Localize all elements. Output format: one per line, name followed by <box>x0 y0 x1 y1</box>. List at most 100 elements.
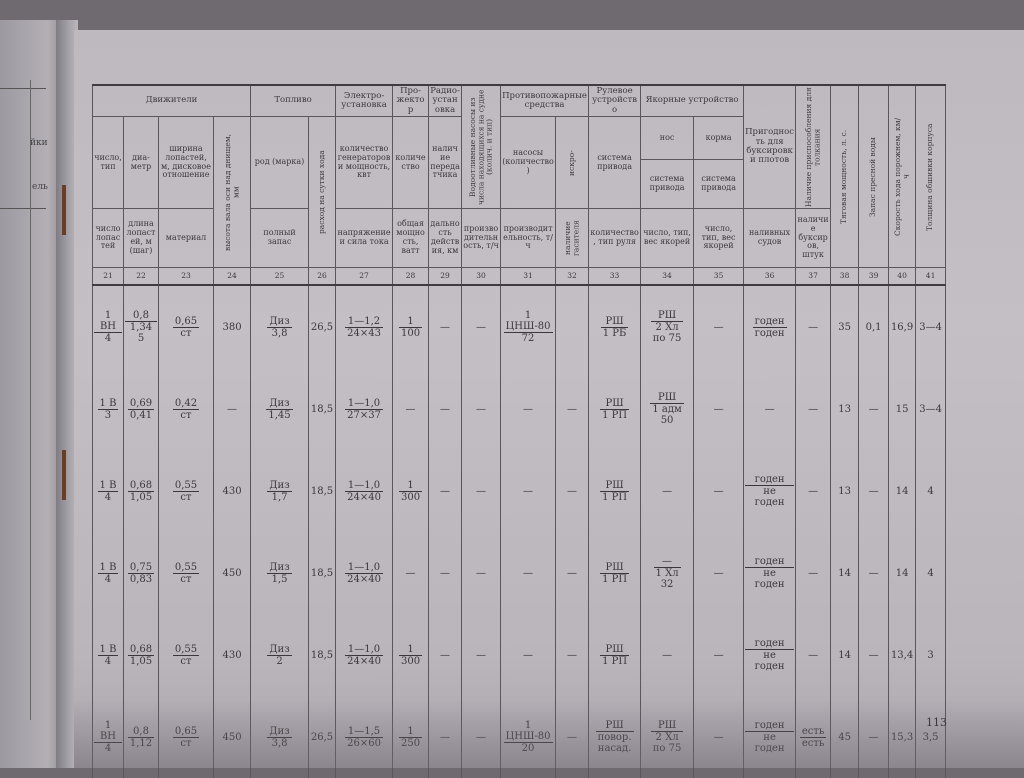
fraction-value: 0,55 ст <box>172 480 200 503</box>
table-cell: 18,5 <box>308 368 337 450</box>
fraction-value: 0,68 1,05 <box>127 480 155 503</box>
fraction-numerator: 0,42 <box>172 398 200 410</box>
header-c34-lower: число, тип, вес якорей <box>640 208 695 268</box>
fraction-line: годен <box>754 315 785 327</box>
fraction-line: 0,68 <box>129 643 153 655</box>
table-cell: 0,75 0,83 <box>123 532 159 614</box>
fraction-line: РШ <box>605 561 624 573</box>
header-c30-lower: производительность, т/ч <box>461 208 502 268</box>
header-bilge-pumps: Водоотливные насосы из числа находящихся… <box>467 89 494 205</box>
fraction-denominator: 3,8 <box>267 328 291 339</box>
table-cell: 18,5 <box>308 614 337 696</box>
fraction-numerator: 0,68 <box>127 643 155 656</box>
table-cell: — <box>500 368 557 450</box>
table-cell: 26,5 <box>308 285 337 368</box>
fraction-numerator: РШ <box>600 397 630 410</box>
column-number: 37 <box>795 267 832 286</box>
column-number: 28 <box>392 267 430 286</box>
fraction-line: 2 <box>276 655 283 667</box>
fraction-line: 24×40 <box>347 655 381 667</box>
fraction-line: 1 В <box>99 643 117 655</box>
table-cell: — <box>428 450 463 532</box>
header-pushing: Наличие приспособления для толкания <box>803 87 822 207</box>
fraction-value: РШ 1 РП <box>600 644 630 667</box>
fraction-line: 1—1,0 <box>347 479 381 491</box>
table-cell: — <box>212 368 252 450</box>
header-c36-lower: наливных судов <box>743 208 797 268</box>
header-c26: расход на сутки хода <box>316 150 326 234</box>
fraction-line: 2 Хл <box>655 322 679 333</box>
fraction-denominator: 2 <box>267 656 291 667</box>
fraction-numerator: 1—1,0 <box>345 562 383 574</box>
fraction-numerator: 0,55 <box>172 562 200 574</box>
fraction-numerator: Диз <box>266 397 293 410</box>
fraction-value: Диз 1,7 <box>267 480 292 503</box>
fraction-line: 0,8 <box>133 310 149 321</box>
fraction-value: 1 300 <box>399 480 423 503</box>
fraction-denominator: 1 Хл 32 <box>654 568 681 590</box>
fraction-denominator: не годен <box>745 486 794 508</box>
fraction-denominator: 0,41 <box>128 410 154 421</box>
table-cell: 0,68 1,05 <box>123 614 159 696</box>
fraction-numerator: РШ <box>600 315 629 328</box>
header-hull-thickness: Толщина обшивки корпуса <box>925 122 935 231</box>
table-cell: 0,55 ст <box>158 532 214 614</box>
column-number: 33 <box>588 267 642 286</box>
fraction-line: 50 <box>660 415 674 426</box>
page-number: 113 <box>926 716 947 729</box>
fraction-value: 1—1,0 24×40 <box>345 562 383 585</box>
table-cell: 4 <box>915 450 947 532</box>
header-c27-lower: напряжение и сила тока <box>335 208 394 268</box>
fraction-numerator: 0,75 <box>127 562 155 574</box>
fraction-numerator: Диз <box>267 316 292 328</box>
table-cell: — <box>858 368 890 450</box>
fraction-denominator: годен <box>753 328 787 339</box>
fraction-denominator: 1 адм 50 <box>650 404 683 426</box>
fraction-denominator: 1,7 <box>267 492 291 503</box>
header-stern: корма <box>693 116 745 161</box>
fraction-line: 1—1,0 <box>347 561 381 573</box>
fraction-denominator: 1,05 <box>128 656 154 667</box>
header-c21-lower: число лопастей <box>92 208 124 268</box>
table-cell: — <box>461 614 502 696</box>
header-c35-lower: число, тип, вес якорей <box>693 208 745 268</box>
table-cell: — <box>795 368 832 450</box>
fraction-line: РШ <box>605 397 624 409</box>
table-cell: — <box>461 285 502 368</box>
table-cell: 380 <box>212 285 252 368</box>
fraction-line: не годен <box>754 568 785 590</box>
table-cell: — <box>640 450 695 532</box>
fraction-numerator: 0,69 <box>127 398 155 410</box>
table-cell: — <box>858 532 890 614</box>
fraction-line: 1,5 <box>271 573 288 585</box>
header-anchor: Якорные устройство <box>640 84 745 118</box>
column-number-row: 21 22 23 24 25 26 27 28 29 30 31 32 33 34 35 36 37 38 39 40… <box>92 267 947 286</box>
fraction-line: РШ <box>605 315 624 327</box>
header-c31-lower: производительность, т/ч <box>500 208 557 268</box>
header-c23-upper: ширина лопастей, м, дисковое отношение <box>158 116 214 209</box>
fraction-line: 1 В <box>99 397 117 409</box>
binding-stitch <box>62 185 66 235</box>
fraction-value: РШ 1 адм 50 <box>650 392 684 426</box>
column-number: 22 <box>123 267 159 286</box>
fraction-line: РШ <box>657 310 677 321</box>
fraction-denominator: 4 <box>94 333 122 344</box>
header-c22-lower: длина лопастей, м (шаг) <box>123 208 159 268</box>
header-fresh-water: Запас пресной воды <box>868 136 878 217</box>
column-number: 41 <box>915 267 947 286</box>
table-cell: — <box>693 285 745 368</box>
fraction-line: Диз <box>269 397 290 409</box>
table-cell: — <box>500 450 557 532</box>
fraction-value: 0,69 0,41 <box>127 398 155 421</box>
fraction-line: 24×43 <box>347 327 381 339</box>
table-cell: 4 <box>915 532 947 614</box>
fraction-line: 24×40 <box>347 491 381 503</box>
column-number: 38 <box>830 267 860 286</box>
vessel-specs-table: Движители Топливо Электро-установка Про-… <box>91 84 947 778</box>
header-electrical: Электро-установка <box>335 84 394 118</box>
fraction-line: 1,345 <box>129 322 153 344</box>
table-cell: 1—1,0 24×40 <box>335 532 394 614</box>
